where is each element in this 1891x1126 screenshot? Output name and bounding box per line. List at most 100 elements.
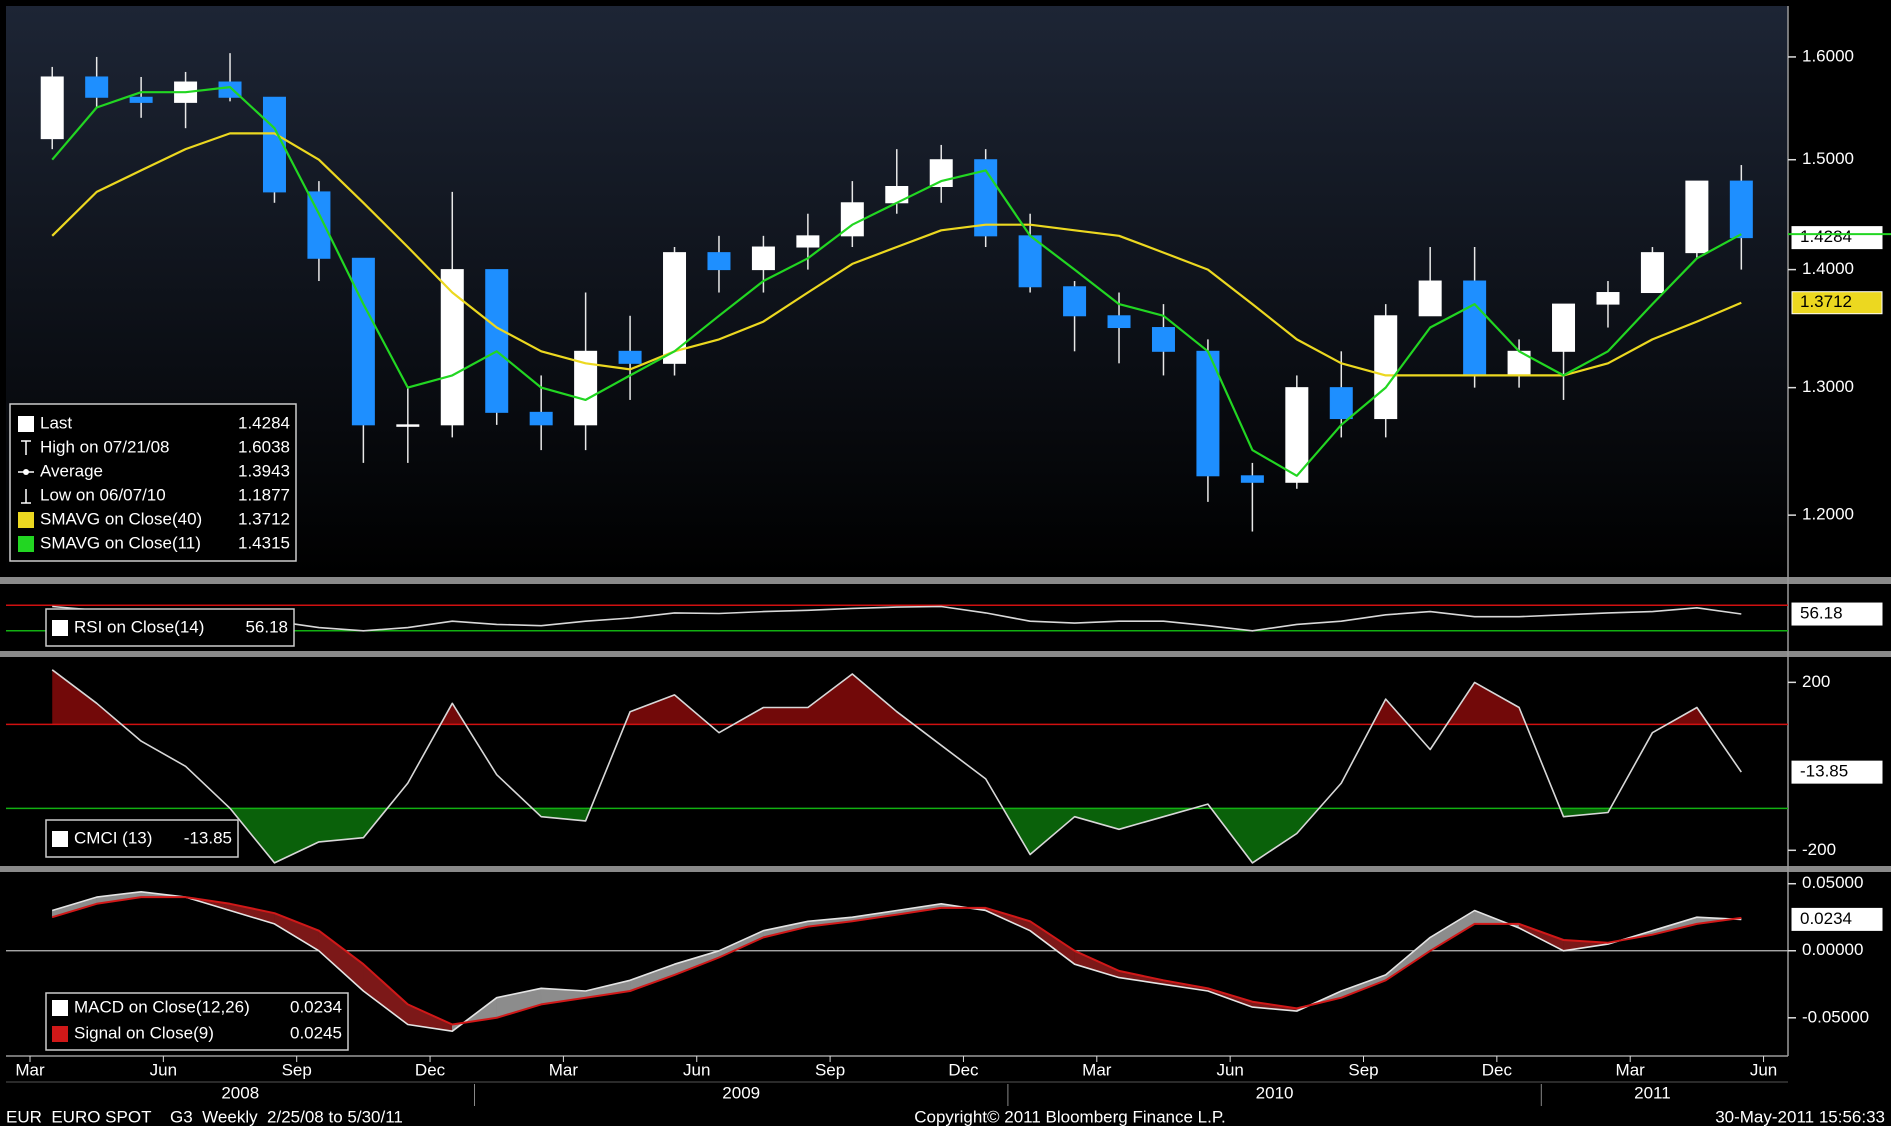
legend-value: 1.4284 bbox=[238, 413, 290, 432]
y-tick-label: 1.5000 bbox=[1802, 149, 1854, 168]
candle-body bbox=[1063, 286, 1087, 317]
candle-body bbox=[1463, 280, 1487, 376]
price-panel bbox=[6, 6, 1788, 576]
legend-value: -13.85 bbox=[184, 828, 232, 847]
legend-value: 1.3712 bbox=[238, 509, 290, 528]
separator bbox=[0, 577, 1891, 584]
y-tick-label: -0.05000 bbox=[1802, 1007, 1869, 1026]
legend-swatch bbox=[52, 831, 68, 847]
legend-label: SMAVG on Close(40) bbox=[40, 509, 202, 528]
legend-swatch bbox=[52, 1000, 68, 1016]
legend-label: SMAVG on Close(11) bbox=[40, 533, 201, 552]
legend-label: Low on 06/07/10 bbox=[40, 485, 166, 504]
candle-body bbox=[1285, 387, 1309, 483]
candle-body bbox=[1107, 315, 1131, 329]
legend-label: Signal on Close(9) bbox=[74, 1023, 214, 1042]
candle-body bbox=[85, 76, 109, 98]
candle-body bbox=[1729, 180, 1753, 239]
legend-box bbox=[45, 608, 295, 647]
legend-icon bbox=[21, 440, 31, 455]
candle-body bbox=[262, 96, 286, 193]
level-fill bbox=[52, 808, 1742, 863]
legend-swatch bbox=[18, 416, 34, 432]
candle-body bbox=[663, 252, 687, 364]
last-tag: 1.4284 bbox=[1800, 227, 1852, 246]
candle-body bbox=[885, 185, 909, 204]
sma-tag: 1.3712 bbox=[1800, 292, 1852, 311]
legend-label: MACD on Close(12,26) bbox=[74, 997, 250, 1016]
series-line bbox=[51, 86, 1742, 477]
candle-body bbox=[1418, 280, 1442, 317]
candle-body bbox=[396, 424, 420, 427]
x-tick-label: Dec bbox=[948, 1060, 979, 1079]
legend-label: High on 07/21/08 bbox=[40, 437, 170, 456]
x-tick-label: Jun bbox=[1750, 1060, 1777, 1079]
series-line bbox=[51, 132, 1742, 377]
candle-body bbox=[351, 257, 375, 426]
sma-tag-box bbox=[1791, 291, 1883, 315]
candle-body bbox=[574, 350, 598, 426]
legend-box bbox=[9, 403, 297, 562]
candle-body bbox=[40, 76, 64, 140]
footer-center: Copyright© 2011 Bloomberg Finance L.P. bbox=[914, 1107, 1225, 1126]
candle-body bbox=[1374, 315, 1398, 420]
x-tick-label: Jun bbox=[683, 1060, 710, 1079]
legend-label: RSI on Close(14) bbox=[74, 617, 204, 636]
legend-value: 56.18 bbox=[245, 617, 288, 636]
year-label: 2009 bbox=[722, 1083, 760, 1102]
y-tick-label: 1.6000 bbox=[1802, 46, 1854, 65]
legend-value: 1.4315 bbox=[238, 533, 290, 552]
y-tick-label: -200 bbox=[1802, 840, 1836, 859]
candle-body bbox=[1640, 252, 1664, 294]
y-tick-label: 200 bbox=[1802, 672, 1830, 691]
year-label: 2011 bbox=[1634, 1083, 1671, 1102]
candle-body bbox=[1151, 327, 1175, 352]
legend-label: CMCI (13) bbox=[74, 828, 152, 847]
legend-box bbox=[45, 992, 349, 1051]
year-label: 2008 bbox=[221, 1083, 259, 1102]
y-tick-label: 1.3000 bbox=[1802, 377, 1854, 396]
value-tag-box bbox=[1791, 760, 1883, 784]
value-tag-box bbox=[1791, 602, 1883, 626]
x-tick-label: Dec bbox=[415, 1060, 446, 1079]
y-tick-label: 0.05000 bbox=[1802, 873, 1863, 892]
candle-body bbox=[1552, 303, 1576, 352]
candle-body bbox=[440, 269, 464, 426]
separator bbox=[0, 651, 1891, 657]
candle-body bbox=[618, 350, 642, 364]
y-tick-label: 0.00000 bbox=[1802, 940, 1863, 959]
legend-value: 0.0234 bbox=[290, 997, 342, 1016]
level-fill bbox=[52, 669, 1742, 725]
x-tick-label: Mar bbox=[549, 1060, 579, 1079]
value-tag-box bbox=[1791, 907, 1883, 931]
value-tag: -13.85 bbox=[1800, 762, 1848, 781]
legend-icon bbox=[21, 489, 31, 504]
series-line bbox=[52, 605, 1742, 632]
legend-value: 1.6038 bbox=[238, 437, 290, 456]
year-label: 2010 bbox=[1256, 1083, 1294, 1102]
x-tick-label: Sep bbox=[282, 1060, 312, 1079]
last-tag-box bbox=[1791, 226, 1883, 250]
y-tick-label: 1.4000 bbox=[1802, 259, 1854, 278]
legend-label: Last bbox=[40, 413, 72, 432]
legend-icon bbox=[23, 469, 29, 475]
candle-body bbox=[485, 269, 509, 413]
x-tick-label: Sep bbox=[815, 1060, 845, 1079]
legend-swatch bbox=[18, 512, 34, 528]
legend-label: Average bbox=[40, 461, 103, 480]
legend-swatch bbox=[52, 620, 68, 636]
x-tick-label: Jun bbox=[1216, 1060, 1243, 1079]
candle-body bbox=[1596, 292, 1620, 305]
candle-body bbox=[529, 411, 553, 426]
value-tag: 0.0234 bbox=[1800, 909, 1852, 928]
candle-body bbox=[129, 96, 153, 103]
candle-body bbox=[1240, 475, 1264, 483]
series-line bbox=[51, 896, 1742, 1026]
candle-body bbox=[751, 246, 775, 271]
candle-body bbox=[1685, 180, 1709, 254]
candle-body bbox=[796, 235, 820, 248]
separator bbox=[0, 866, 1891, 872]
x-tick-label: Dec bbox=[1482, 1060, 1513, 1079]
